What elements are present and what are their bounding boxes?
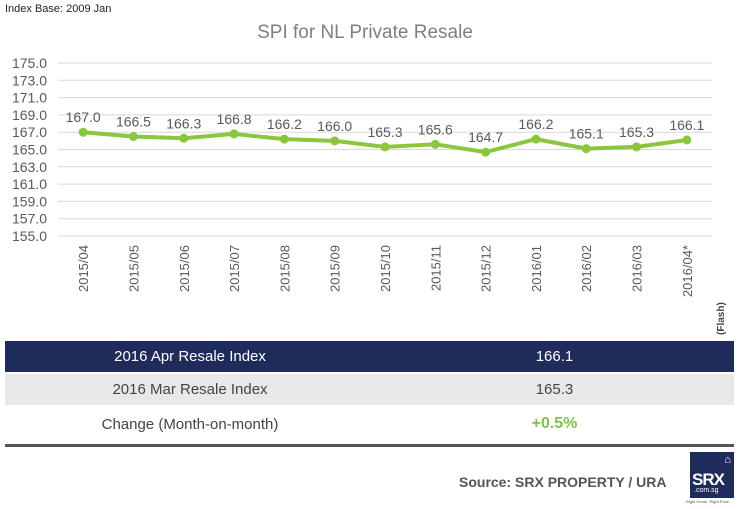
x-tick-label: 2015/10 [378, 245, 393, 292]
x-tick-label: 2015/09 [328, 245, 343, 292]
logo-tagline: Right Home. Right Price. [686, 499, 731, 504]
data-point [279, 134, 289, 144]
data-label: 166.5 [116, 114, 151, 130]
data-label: 166.3 [166, 115, 201, 131]
data-label: 166.2 [267, 116, 302, 132]
x-tick-label: 2015/08 [277, 245, 292, 292]
flash-note: (Flash) [716, 302, 727, 335]
data-point [330, 136, 340, 146]
data-label: 166.1 [669, 117, 704, 133]
logo-text: SRX [692, 470, 725, 489]
data-label: 165.3 [367, 124, 402, 140]
x-tick-label: 2016/02 [579, 245, 594, 292]
logo-sub: .com.sg [694, 487, 719, 494]
y-tick-label: 169.0 [12, 107, 47, 123]
x-tick-label: 2015/06 [177, 245, 192, 292]
row-label: 2016 Apr Resale Index [114, 348, 266, 365]
y-tick-label: 171.0 [12, 90, 47, 106]
y-tick-label: 163.0 [12, 159, 47, 175]
x-tick-label: 2015/04 [76, 245, 91, 292]
chart-title: SPI for NL Private Resale [257, 22, 473, 43]
row-label: 2016 Mar Resale Index [112, 381, 268, 398]
row-label: Change (Month-on-month) [101, 415, 279, 433]
data-point [531, 134, 541, 144]
x-tick-label: 2015/07 [227, 245, 242, 292]
y-tick-label: 161.0 [12, 176, 47, 192]
data-point [229, 129, 239, 139]
index-base-note: Index Base: 2009 Jan [5, 3, 112, 15]
change-value: +0.5% [531, 415, 578, 432]
table-bottom-divider [5, 444, 734, 447]
y-tick-label: 165.0 [12, 142, 47, 158]
data-point [632, 142, 642, 152]
data-label: 166.2 [518, 116, 553, 132]
y-tick-label: 159.0 [12, 193, 47, 209]
y-tick-label: 173.0 [12, 72, 47, 88]
x-tick-label: 2015/05 [126, 245, 141, 292]
row-value: 166.1 [535, 348, 574, 365]
table-row: Change (Month-on-month) +0.5% [5, 406, 734, 442]
y-tick-label: 175.0 [12, 55, 47, 71]
data-label: 165.3 [619, 124, 654, 140]
x-tick-label: 2015/11 [428, 245, 443, 291]
source-text: Source: SRX PROPERTY / URA [459, 474, 667, 490]
house-icon: ⌂ [724, 454, 731, 466]
data-label: 165.6 [418, 121, 453, 137]
y-tick-label: 155.0 [12, 228, 47, 244]
data-point [128, 132, 138, 142]
x-tick-label: 2016/03 [630, 245, 645, 292]
x-tick-label: 2015/12 [479, 245, 494, 292]
data-label: 166.8 [217, 111, 252, 127]
data-point [78, 127, 88, 137]
data-label: 166.0 [317, 118, 352, 134]
data-point [682, 135, 692, 145]
data-point [581, 144, 591, 154]
data-point [179, 133, 189, 143]
table-row: 2016 Apr Resale Index 166.1 [5, 341, 734, 372]
data-point [430, 139, 440, 149]
srx-logo: ⌂ SRX .com.sg [690, 452, 734, 498]
y-tick-label: 167.0 [12, 124, 47, 140]
x-tick-label: 2016/04* [680, 245, 695, 297]
table-row: 2016 Mar Resale Index 165.3 [5, 374, 734, 405]
data-label: 167.0 [66, 109, 101, 125]
data-label: 164.7 [468, 129, 503, 145]
x-tick-label: 2016/01 [529, 245, 544, 292]
data-point [481, 147, 491, 157]
line-chart: 155.0157.0159.0161.0163.0165.0167.0169.0… [12, 55, 727, 335]
row-value: 165.3 [535, 381, 574, 398]
y-tick-label: 157.0 [12, 211, 47, 227]
data-point [380, 142, 390, 152]
data-label: 165.1 [569, 126, 604, 142]
